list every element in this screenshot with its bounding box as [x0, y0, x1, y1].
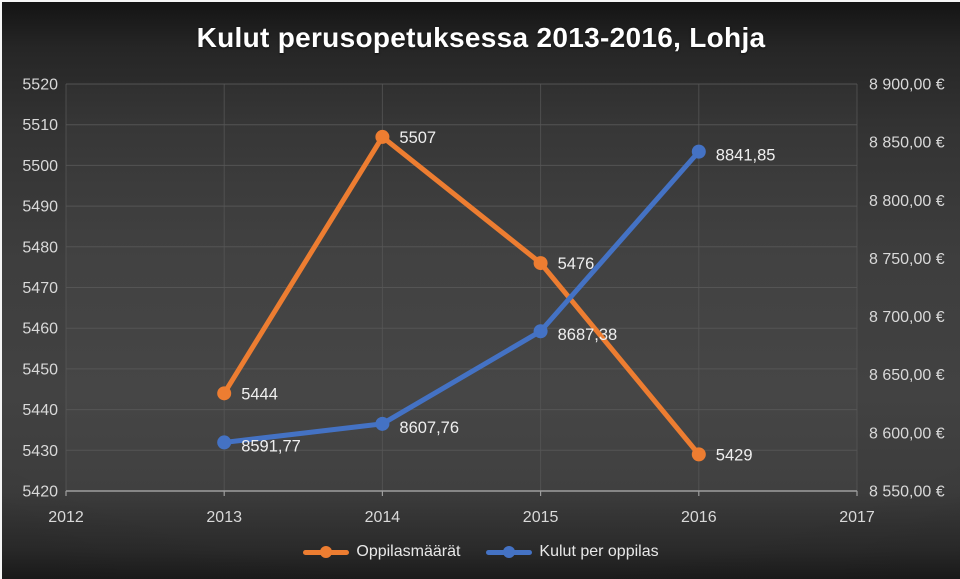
data-point-label: 8591,77	[241, 437, 301, 455]
y-axis-left-tick-label: 5510	[22, 117, 58, 134]
data-point-marker	[691, 447, 706, 462]
series-line-0	[221, 134, 702, 457]
data-point-marker	[375, 416, 390, 431]
x-axis-tick-label: 2016	[681, 509, 717, 526]
y-axis-right-tick-label: 8 850,00 €	[869, 135, 945, 152]
y-axis-right-tick-label: 8 600,00 €	[869, 425, 945, 442]
y-axis-left-tick-label: 5490	[22, 199, 58, 216]
series-line-1	[221, 149, 702, 445]
y-axis-left-tick-label: 5500	[22, 158, 58, 175]
y-axis-right-tick-label: 8 750,00 €	[869, 251, 945, 268]
x-axis-tick-label: 2017	[839, 509, 875, 526]
x-axis-tick-label: 2013	[206, 509, 242, 526]
legend-item-kulut-per-oppilas: Kulut per oppilas	[486, 543, 659, 561]
y-axis-right-tick-label: 8 700,00 €	[869, 309, 945, 326]
y-axis-left-tick-label: 5450	[22, 361, 58, 378]
y-axis-left-tick-label: 5420	[22, 484, 58, 501]
x-axis-tick-label: 2012	[48, 509, 84, 526]
data-point-label: 5507	[399, 129, 436, 147]
y-axis-right-tick-label: 8 900,00 €	[869, 77, 945, 94]
legend-label: Oppilasmäärät	[356, 543, 461, 560]
data-point-label: 8687,38	[558, 326, 618, 344]
legend-label: Kulut per oppilas	[539, 543, 659, 560]
y-axis-left-tick-label: 5520	[22, 77, 58, 94]
data-point-label: 5444	[241, 385, 278, 403]
data-point-marker	[691, 144, 706, 159]
data-point-label: 8841,85	[716, 147, 776, 165]
y-axis-left-tick-label: 5470	[22, 280, 58, 297]
data-point-marker	[533, 324, 548, 339]
chart-legend: Oppilasmäärät Kulut per oppilas	[2, 538, 960, 566]
legend-dot-icon	[320, 546, 333, 558]
y-axis-left-tick-label: 5460	[22, 321, 58, 338]
data-point-marker	[375, 129, 390, 144]
y-axis-left-tick-label: 5440	[22, 402, 58, 419]
y-axis-left-tick-label: 5430	[22, 443, 58, 460]
y-axis-right-tick-label: 8 650,00 €	[869, 367, 945, 384]
data-point-label: 5476	[558, 255, 595, 273]
y-axis-right-tick-label: 8 800,00 €	[869, 193, 945, 210]
data-point-label: 5429	[716, 446, 753, 464]
legend-dot-icon	[503, 546, 516, 558]
y-axis-right-tick-label: 8 550,00 €	[869, 484, 945, 501]
data-point-label: 8607,76	[399, 419, 459, 437]
x-axis-tick-label: 2014	[365, 509, 401, 526]
chart-title: Kulut perusopetuksessa 2013-2016, Lohja	[196, 22, 766, 53]
data-point-marker	[533, 256, 548, 271]
data-point-marker	[217, 386, 232, 401]
legend-item-oppilasmaarat: Oppilasmäärät	[303, 543, 460, 561]
legend-line-marker-icon	[303, 546, 350, 558]
y-axis-left-tick-label: 5480	[22, 239, 58, 256]
legend-line-marker-icon	[486, 546, 533, 558]
x-axis-tick-label: 2015	[523, 509, 559, 526]
data-point-marker	[217, 435, 232, 450]
